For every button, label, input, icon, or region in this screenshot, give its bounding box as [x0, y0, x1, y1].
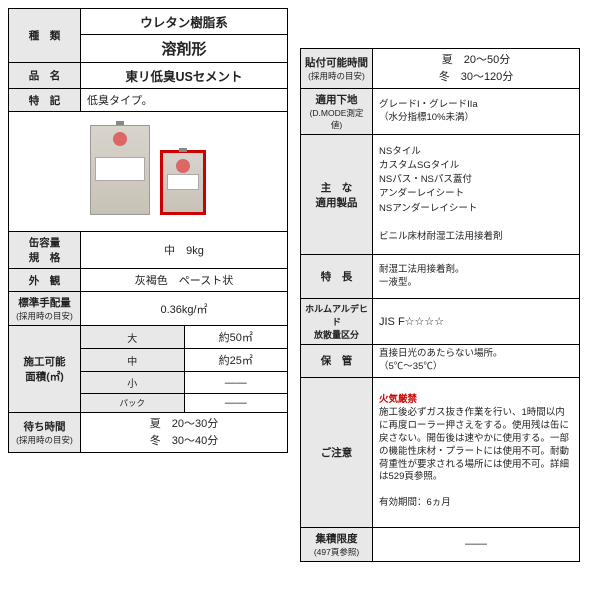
spec-table-left: 種 類 ウレタン樹脂系 溶剤形 品 名 東リ低臭USセメント 特 記 低臭タイプ… — [8, 8, 288, 453]
limit-label: 集積限度 (497頁参照) — [301, 527, 373, 561]
limit-label-sub: (497頁参照) — [314, 547, 359, 557]
area-key-0: 大 — [81, 326, 185, 349]
paste-label-main: 貼付可能時間 — [305, 57, 368, 69]
base-label: 適用下地 (D.MODE測定値) — [301, 89, 373, 135]
appearance-label: 外 観 — [9, 269, 81, 292]
limit-value: ―― — [373, 527, 580, 561]
wait-value: 夏 20～30分 冬 30～40分 — [81, 413, 288, 453]
storage-value: 直接日光のあたらない場所。 （5℃～35℃） — [373, 345, 580, 378]
paste-value: 夏 20～50分 冬 30～120分 — [373, 49, 580, 89]
note-label: 特 記 — [9, 89, 81, 112]
form-label: ホルムアルデヒド 放散量区分 — [301, 299, 373, 345]
caution-value: 火気厳禁 施工後必ずガス抜き作業を行い、1時間以内に再度ローラー押さえをする。使… — [373, 377, 580, 527]
wait-label: 待ち時間 (採用時の目安) — [9, 413, 81, 453]
area-val-1: 約25㎡ — [184, 349, 288, 372]
base-label-main: 適用下地 — [316, 94, 358, 106]
area-val-3: ―― — [184, 394, 288, 413]
area-key-3: パック — [81, 394, 185, 413]
spread-label-main: 標準手配量 — [18, 297, 71, 309]
area-key-2: 小 — [81, 372, 185, 394]
caution-tail: 有効期間：6ヵ月 — [379, 497, 451, 508]
spread-label: 標準手配量 (採用時の目安) — [9, 292, 81, 326]
feature-label: 特 長 — [301, 255, 373, 299]
base-value: グレードI・グレードIIa （水分指標10%未満） — [373, 89, 580, 135]
base-label-sub: (D.MODE測定値) — [310, 108, 364, 130]
spread-label-sub: (採用時の目安) — [16, 311, 73, 321]
caution-label: ご注意 — [301, 377, 373, 527]
appearance-value: 灰褐色 ペースト状 — [81, 269, 288, 292]
category-main: 溶剤形 — [81, 35, 288, 63]
name-label: 品 名 — [9, 63, 81, 89]
can-value: 中 9kg — [81, 232, 288, 269]
name-value: 東リ低臭USセメント — [81, 63, 288, 89]
feature-value: 耐湿工法用接着剤。 一液型。 — [373, 255, 580, 299]
fire-warning: 火気厳禁 — [379, 394, 417, 405]
storage-label: 保 管 — [301, 345, 373, 378]
area-val-0: 約50㎡ — [184, 326, 288, 349]
note-value: 低臭タイプ。 — [81, 89, 288, 112]
caution-body: 施工後必ずガス抜き作業を行い、1時間以内に再度ローラー押さえをする。使用残は缶に… — [379, 407, 569, 482]
area-val-2: ―― — [184, 372, 288, 394]
category-top: ウレタン樹脂系 — [81, 9, 288, 35]
wait-label-main: 待ち時間 — [24, 421, 66, 433]
apply-value: NSタイル カスタムSGタイル NSパス・NSパス蓋付 アンダーレイシート NS… — [373, 135, 580, 255]
spread-value: 0.36kg/㎡ — [81, 292, 288, 326]
wait-label-sub: (採用時の目安) — [16, 435, 73, 445]
apply-label: 主 な 適用製品 — [301, 135, 373, 255]
form-value: JIS F☆☆☆☆ — [373, 299, 580, 345]
paste-label: 貼付可能時間 (採用時の目安) — [301, 49, 373, 89]
spec-table-right: 貼付可能時間 (採用時の目安) 夏 20～50分 冬 30～120分 適用下地 … — [300, 48, 580, 562]
category-label: 種 類 — [9, 9, 81, 63]
area-label: 施工可能 面積(㎡) — [9, 326, 81, 413]
limit-label-main: 集積限度 — [316, 533, 358, 545]
can-label: 缶容量 規 格 — [9, 232, 81, 269]
area-key-1: 中 — [81, 349, 185, 372]
product-image — [9, 112, 288, 232]
paste-label-sub: (採用時の目安) — [308, 71, 365, 81]
